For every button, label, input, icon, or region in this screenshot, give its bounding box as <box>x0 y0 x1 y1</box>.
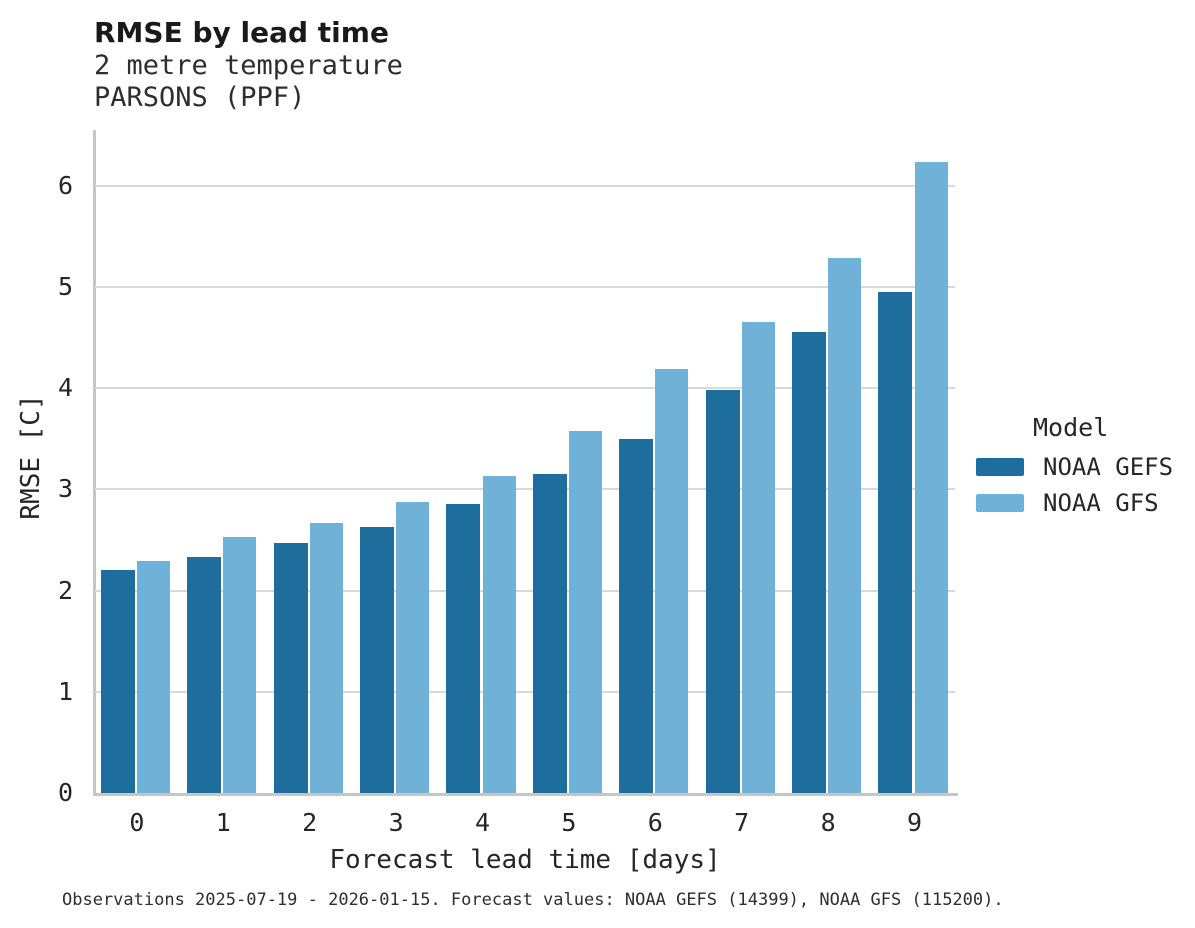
bar-noaa-gfs-day-8 <box>828 257 862 793</box>
y-tick-label-2: 2 <box>57 575 73 605</box>
x-tick-label-5: 5 <box>561 808 577 837</box>
x-tick-label-3: 3 <box>388 808 404 837</box>
bar-noaa-gefs-day-7 <box>705 390 740 793</box>
legend-entry-gfs: NOAA GFS <box>976 489 1191 517</box>
bar-noaa-gfs-day-2 <box>309 522 343 793</box>
x-tick-label-7: 7 <box>734 808 750 837</box>
bar-noaa-gfs-day-7 <box>741 322 775 793</box>
legend-swatch-gefs <box>976 458 1024 476</box>
y-tick-label-3: 3 <box>57 474 73 504</box>
legend-swatch-gfs <box>976 494 1024 512</box>
bar-noaa-gefs-day-5 <box>532 474 567 793</box>
x-axis-spine <box>93 793 958 796</box>
bar-noaa-gfs-day-9 <box>914 162 948 793</box>
chart-subtitle-variable: 2 metre temperature <box>94 50 403 81</box>
chart-title: RMSE by lead time <box>94 16 389 49</box>
bar-noaa-gefs-day-9 <box>878 291 913 793</box>
x-tick-label-2: 2 <box>302 808 318 837</box>
gridline-y-3 <box>95 488 955 491</box>
bar-noaa-gfs-day-0 <box>136 561 170 793</box>
x-tick-label-6: 6 <box>647 808 663 837</box>
legend-label-gfs: NOAA GFS <box>1043 489 1159 517</box>
y-tick-label-5: 5 <box>57 271 73 301</box>
x-tick-label-1: 1 <box>215 808 231 837</box>
chart-subtitle-location: PARSONS (PPF) <box>94 82 306 113</box>
gridline-y-2 <box>95 589 955 592</box>
y-tick-label-0: 0 <box>57 778 73 807</box>
legend: Model NOAA GEFS NOAA GFS <box>976 413 1191 530</box>
gridline-y-4 <box>95 387 955 390</box>
legend-label-gefs: NOAA GEFS <box>1043 453 1174 481</box>
gridline-y-5 <box>95 285 955 288</box>
x-tick-label-0: 0 <box>129 808 145 837</box>
bar-noaa-gefs-day-6 <box>619 438 654 793</box>
bar-noaa-gefs-day-8 <box>791 332 826 793</box>
bar-noaa-gfs-day-1 <box>223 536 257 793</box>
bar-noaa-gfs-day-6 <box>655 368 689 793</box>
bar-noaa-gfs-day-5 <box>568 430 602 793</box>
x-tick-label-9: 9 <box>906 808 923 837</box>
bar-noaa-gefs-day-0 <box>100 570 135 793</box>
x-axis-label: Forecast lead time [days] <box>329 845 721 875</box>
legend-entry-gefs: NOAA GEFS <box>976 453 1191 481</box>
y-tick-label-6: 6 <box>57 170 73 200</box>
y-axis-spine <box>93 130 96 796</box>
legend-title: Model <box>1033 413 1109 442</box>
chart-caption: Observations 2025-07-19 - 2026-01-15. Fo… <box>62 890 1004 910</box>
x-tick-label-4: 4 <box>474 808 491 837</box>
y-tick-label-4: 4 <box>57 373 73 403</box>
bar-noaa-gefs-day-4 <box>446 503 481 793</box>
bar-noaa-gfs-day-3 <box>396 502 430 793</box>
bar-noaa-gefs-day-2 <box>273 542 308 793</box>
plot-area <box>95 130 955 793</box>
bar-noaa-gfs-day-4 <box>482 476 516 793</box>
gridline-y-6 <box>95 184 955 187</box>
bar-noaa-gefs-day-3 <box>359 526 394 793</box>
bar-noaa-gefs-day-1 <box>187 557 222 793</box>
y-tick-label-1: 1 <box>57 676 73 706</box>
gridline-y-1 <box>95 690 955 693</box>
x-tick-label-8: 8 <box>820 808 836 837</box>
